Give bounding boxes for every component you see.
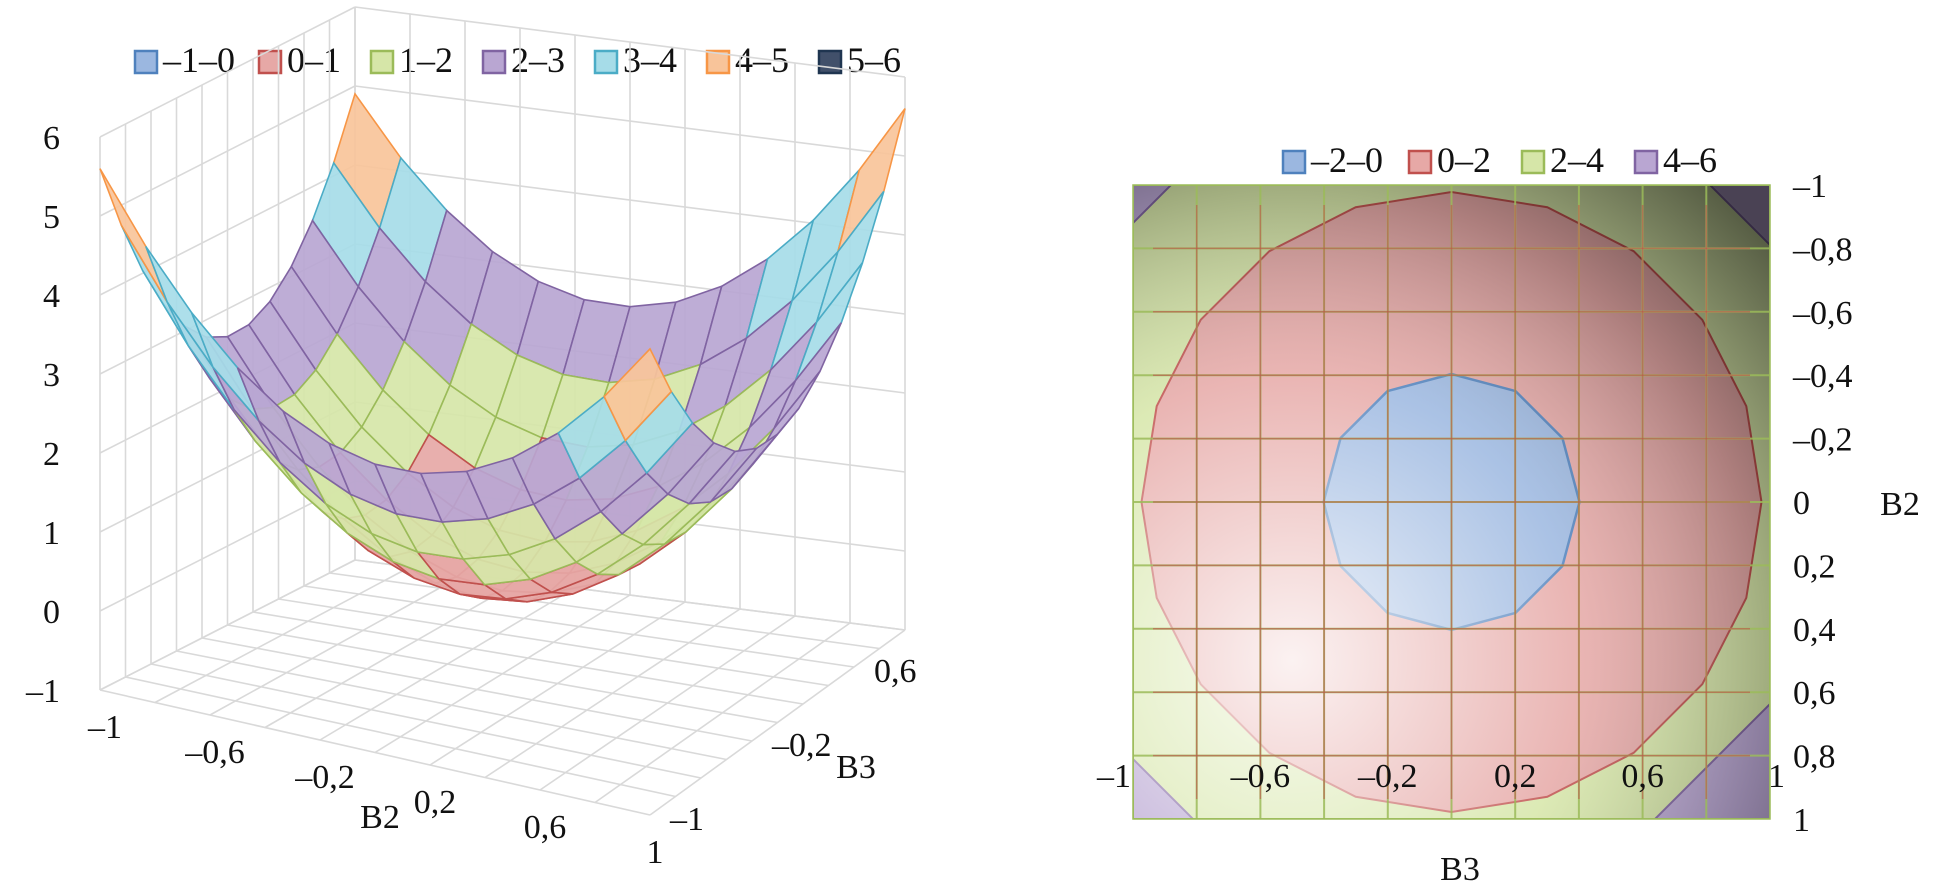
surface-legend-label-5: 4–5 (735, 40, 789, 80)
contour-legend-label-3: 4–6 (1663, 140, 1717, 180)
x-tick-label: 0,2 (414, 784, 457, 821)
y-tick-label: –0,2 (771, 727, 832, 764)
contour-chart: –2–0 0–2 2–4 4–6 –1 –0,6 –0,2 0,2 0,6 1 –1 –0,8 –0… (1096, 140, 1920, 888)
contour-y-tick-label: 0,2 (1793, 548, 1836, 585)
contour-legend-swatch-0 (1281, 149, 1307, 175)
grid-line (99, 164, 356, 296)
surface-facet (603, 347, 673, 442)
z-tick-label: 0 (43, 594, 60, 631)
contour-legend-swatch-1 (1407, 149, 1433, 175)
z-tick-label: 4 (43, 278, 60, 315)
contour-x-tick-label: 0,2 (1494, 758, 1537, 795)
x-tick-label: –0,6 (184, 734, 245, 771)
contour-y-tick-label: 1 (1793, 802, 1810, 839)
surface-legend-label-6: 5–6 (847, 40, 901, 80)
surface-legend-label-3: 2–3 (511, 40, 565, 80)
y-tick-label: –1 (669, 801, 704, 838)
grid-line (227, 624, 778, 724)
contour-x-tick-label: 0,6 (1621, 758, 1664, 795)
contour-grid (1133, 185, 1770, 819)
surface-legend-swatch-3 (481, 49, 507, 75)
grid-line (252, 611, 804, 705)
z-tick-label: 2 (43, 436, 60, 473)
contour-y-tick-label: 0,8 (1793, 739, 1836, 776)
z-axis-ticks: 6 5 4 3 2 1 0 –1 (25, 120, 60, 710)
surface-legend-swatch-4 (593, 49, 619, 75)
grid-line (594, 622, 851, 804)
grid-line (649, 629, 906, 816)
x-axis-label: B2 (360, 799, 400, 836)
surface-facet (99, 168, 168, 303)
contour-frame (1132, 184, 1771, 820)
grid-line (278, 598, 829, 687)
grid-line (354, 6, 906, 78)
surface-legend-swatch-6 (817, 49, 843, 75)
x-tick-label: –0,2 (294, 759, 355, 796)
surface-legend-label-4: 3–4 (623, 40, 677, 80)
grid-line (539, 615, 796, 791)
surface-mesh (99, 92, 906, 603)
z-tick-label: 5 (43, 199, 60, 236)
x-axis-ticks: –1 –0,6 –0,2 0,2 0,6 1 (87, 709, 664, 871)
grid-line (99, 85, 356, 217)
surface-legend-swatch-0 (133, 49, 159, 75)
contour-y-tick-label: 0 (1793, 485, 1810, 522)
x-tick-label: –1 (87, 709, 122, 746)
contour-y-tick-label: 0,6 (1793, 675, 1836, 712)
contour-x-tick-label: 1 (1768, 758, 1785, 795)
contour-y-tick-label: –0,6 (1792, 295, 1853, 332)
contour-x-tick-label: –0,2 (1357, 758, 1418, 795)
contour-legend-label-0: –2–0 (1310, 140, 1383, 180)
contour-x-ticks: –1 –0,6 –0,2 0,2 0,6 1 (1096, 758, 1785, 795)
y-axis-label: B3 (836, 749, 876, 786)
contour-y-tick-label: –1 (1792, 168, 1827, 205)
z-tick-label: –1 (25, 673, 60, 710)
z-tick-label: 1 (43, 515, 60, 552)
surface-legend-label-1: 0–1 (287, 40, 341, 80)
contour-legend: –2–0 0–2 2–4 4–6 (1281, 140, 1717, 180)
contour-y-tick-label: 0,4 (1793, 612, 1836, 649)
contour-x-tick-label: –1 (1096, 758, 1131, 795)
grid-line (429, 601, 686, 766)
grid-line (329, 572, 880, 650)
z-tick-label: 3 (43, 357, 60, 394)
surface-facet (145, 245, 214, 368)
grid-line (484, 608, 741, 779)
grid-line (303, 585, 855, 668)
x-tick-label: 1 (647, 834, 664, 871)
contour-legend-label-2: 2–4 (1550, 140, 1604, 180)
contour-legend-label-1: 0–2 (1437, 140, 1491, 180)
surface-legend-swatch-2 (369, 49, 395, 75)
z-tick-label: 6 (43, 120, 60, 157)
contour-legend-swatch-2 (1520, 149, 1546, 175)
grid-line (354, 85, 906, 157)
contour-x-tick-label: –0,6 (1230, 758, 1291, 795)
contour-x-label: B3 (1440, 851, 1480, 888)
contour-y-ticks: –1 –0,8 –0,6 –0,4 –0,2 0 0,2 0,4 0,6 0,8 1 (1792, 168, 1853, 839)
surface-legend-label-0: –1–0 (162, 40, 235, 80)
y-tick-label: 0,6 (874, 653, 917, 690)
x-tick-label: 0,6 (524, 809, 567, 846)
surface-legend-label-2: 1–2 (399, 40, 453, 80)
grid-line (99, 6, 356, 138)
contour-y-tick-label: –0,2 (1792, 422, 1853, 459)
y-axis-ticks: –1 –0,2 0,6 (669, 653, 917, 838)
contour-legend-swatch-3 (1633, 149, 1659, 175)
contour-y-tick-label: –0,4 (1792, 358, 1853, 395)
contour-y-label: B2 (1880, 486, 1920, 523)
surface-legend-swatch-5 (705, 49, 731, 75)
contour-y-tick-label: –0,8 (1792, 231, 1853, 268)
